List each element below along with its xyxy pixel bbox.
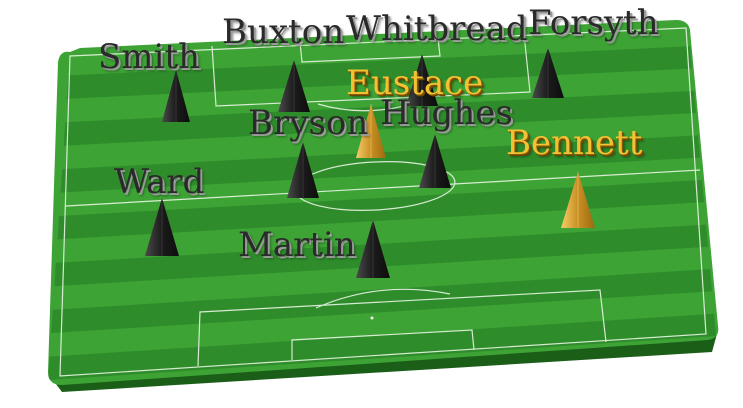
pitch-stripe	[49, 291, 715, 357]
pitch-stripe	[52, 246, 710, 310]
player-cone-martin	[356, 220, 390, 278]
player-label-eustace: Eustace	[346, 63, 484, 103]
pitch-stripe	[59, 157, 702, 216]
player-cone-eustace	[356, 104, 386, 158]
player-cone-smith	[162, 70, 190, 122]
player-label-bryson: Bryson	[248, 103, 369, 143]
player-label-buxton: Buxton	[222, 12, 345, 52]
player-cone-ward	[145, 198, 179, 256]
player-cone-forsyth	[532, 48, 564, 98]
player-label-hughes: Hughes	[380, 93, 513, 133]
pitch-stripe	[51, 269, 712, 334]
player-label-forsyth: Forsyth	[528, 3, 659, 43]
player-cone-whitbread	[406, 54, 438, 106]
player-label-smith: Smith	[98, 37, 200, 77]
player-cone-buxton	[278, 60, 310, 112]
player-label-ward: Ward	[114, 162, 205, 202]
player-cone-hughes	[419, 134, 451, 188]
pitch-stripe	[65, 68, 695, 123]
pitch-stripes	[48, 24, 716, 380]
pitch-stripe	[55, 202, 707, 263]
player-label-bennett: Bennett	[506, 123, 643, 163]
player-cone-bennett	[561, 172, 595, 228]
player-label-whitbread: Whitbread	[346, 9, 528, 49]
pitch-stripe	[66, 46, 693, 99]
pitch-stripe	[63, 90, 696, 146]
player-label-martin: Martin	[238, 225, 356, 265]
pitch-stripe	[60, 135, 701, 193]
pitch-stripe	[68, 24, 690, 76]
player-cone-bryson	[287, 142, 319, 198]
pitch-stripe	[48, 313, 716, 380]
